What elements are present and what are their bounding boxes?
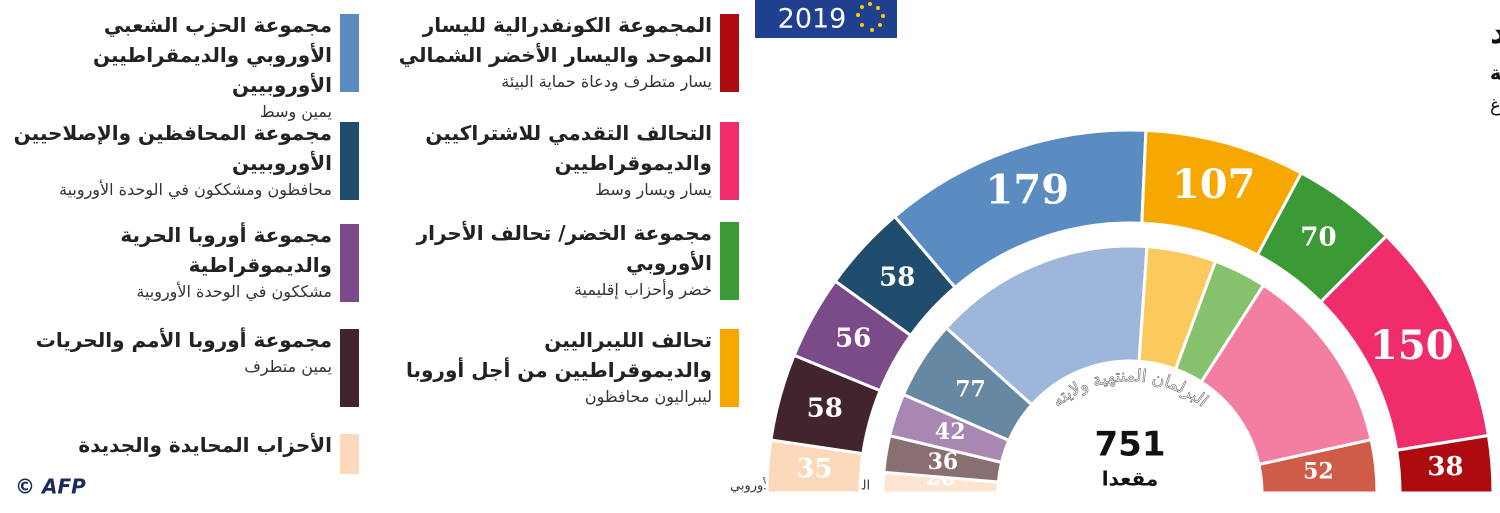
value-label: 52 bbox=[1303, 458, 1334, 484]
legend-title: مجموعة الحزب الشعبي الأوروبي والديمقراطي… bbox=[93, 13, 332, 97]
legend-entry: مجموعة أوروبا الأمم والحريات يمين متطرف bbox=[12, 325, 332, 379]
legend-entry: مجموعة الخضر/ تحالف الأحرار الأوروبي خضر … bbox=[392, 218, 712, 302]
legend-swatch bbox=[720, 329, 739, 407]
eu-stars bbox=[856, 2, 885, 32]
seat-segment bbox=[1257, 437, 1379, 495]
legend-entry: المجموعة الكونفدرالية لليسار الموحد والي… bbox=[392, 10, 712, 94]
legend-description: محافظون ومشككون في الوحدة الأوروبية bbox=[58, 180, 332, 199]
seat-segment bbox=[1394, 433, 1495, 495]
legend-title: المجموعة الكونفدرالية لليسار الموحد والي… bbox=[398, 13, 712, 67]
credit: © AFP bbox=[15, 475, 86, 499]
legend-title: مجموعة المحافظين والإصلاحيين الأوروبيين bbox=[13, 121, 332, 175]
legend-title: مجموعة أوروبا الأمم والحريات bbox=[35, 328, 332, 352]
legend-entry: مجموعة المحافظين والإصلاحيين الأوروبيين م… bbox=[12, 118, 332, 202]
legend-swatch bbox=[340, 14, 359, 92]
value-label: 56 bbox=[835, 324, 871, 354]
value-label: 77 bbox=[955, 377, 986, 403]
legend-description: يمين متطرف bbox=[244, 357, 332, 376]
seat-segment bbox=[944, 244, 1149, 407]
legend-title: مجموعة الخضر/ تحالف الأحرار الأوروبي bbox=[416, 221, 712, 275]
value-label: 107 bbox=[1172, 161, 1256, 208]
value-label: 58 bbox=[879, 263, 915, 293]
badge-year: 2019 bbox=[778, 4, 847, 35]
chart-subtitle: عدد المقاعد المتوقع لكل مجموعة سياسية bbox=[1490, 63, 1500, 85]
legend-description: ليبراليون محافظون bbox=[584, 387, 712, 406]
value-label: 42 bbox=[935, 419, 966, 445]
value-label: 35 bbox=[796, 454, 832, 484]
legend-title: الأحزاب المحايدة والجديدة bbox=[78, 433, 332, 457]
value-label: 58 bbox=[807, 393, 843, 423]
legend-description: يسار ويسار وسط bbox=[595, 180, 712, 199]
value-label: 36 bbox=[928, 449, 959, 475]
legend-swatch bbox=[340, 434, 359, 474]
total: 751 bbox=[1095, 425, 1166, 465]
legend-description: خضر وأحزاب إقليمية bbox=[573, 280, 712, 299]
legend-entry: التحالف التقدمي للاشتراكيين والديموقراطي… bbox=[392, 118, 712, 202]
legend-swatch bbox=[340, 329, 359, 407]
legend-swatch bbox=[720, 222, 739, 300]
legend-entry: مجموعة أوروبا الحرية والديموقراطية مشككون… bbox=[12, 220, 332, 304]
legend-entry: تحالف الليبراليين والديموقراطيين من أجل … bbox=[392, 325, 712, 409]
chart-title: البرلمان الأوروبي الجديد bbox=[1490, 12, 1500, 51]
badge-background bbox=[755, 0, 897, 38]
value-label: 179 bbox=[986, 167, 1070, 214]
legend-swatch bbox=[720, 122, 739, 200]
legend-title: التحالف التقدمي للاشتراكيين والديموقراطي… bbox=[425, 121, 712, 175]
legend-description: مشككون في الوحدة الأوروبية bbox=[136, 282, 332, 301]
legend-entry: الأحزاب المحايدة والجديدة bbox=[12, 430, 332, 460]
legend-swatch bbox=[720, 14, 739, 92]
legend-title: تحالف الليبراليين والديموقراطيين من أجل … bbox=[405, 328, 712, 382]
legend-swatch bbox=[340, 122, 359, 200]
total-label: مقعدا bbox=[1102, 467, 1158, 491]
value-label: 38 bbox=[1427, 452, 1463, 482]
legend-description: يمين وسط bbox=[259, 102, 332, 121]
legend-entry: مجموعة الحزب الشعبي الأوروبي والديمقراطي… bbox=[12, 10, 332, 124]
chart-date: 27 مايو الساعة 01:20 ت غ bbox=[1490, 95, 1500, 116]
legend-description: يسار متطرف ودعاة حماية البيئة bbox=[501, 72, 712, 91]
value-label: 150 bbox=[1370, 322, 1454, 369]
legend-title: مجموعة أوروبا الحرية والديموقراطية bbox=[120, 223, 332, 277]
value-label: 70 bbox=[1300, 223, 1336, 253]
legend-swatch bbox=[340, 224, 359, 302]
